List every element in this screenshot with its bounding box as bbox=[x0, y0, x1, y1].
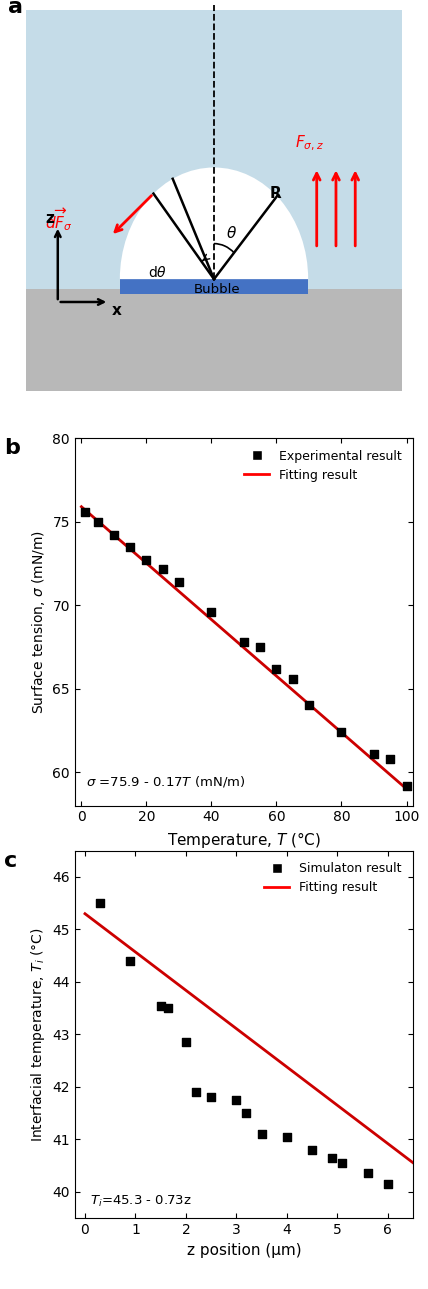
Point bbox=[241, 632, 247, 652]
Point bbox=[175, 571, 182, 592]
Text: $d\overrightarrow{F}_{\sigma}$: $d\overrightarrow{F}_{\sigma}$ bbox=[45, 206, 72, 233]
Point bbox=[97, 893, 104, 914]
Point bbox=[306, 695, 312, 715]
Text: Bubble: Bubble bbox=[194, 284, 241, 296]
Point bbox=[127, 536, 134, 557]
Point bbox=[143, 550, 150, 571]
Point bbox=[193, 1081, 199, 1102]
Point bbox=[208, 602, 215, 623]
Point bbox=[329, 1147, 336, 1168]
Point bbox=[159, 558, 166, 579]
Point bbox=[208, 1087, 214, 1107]
Y-axis label: Interfacial temperature, $T_i$ (°C): Interfacial temperature, $T_i$ (°C) bbox=[29, 927, 47, 1142]
Point bbox=[127, 950, 134, 971]
Point bbox=[233, 1089, 240, 1110]
Text: c: c bbox=[4, 851, 18, 871]
Bar bbox=[120, 275, 308, 294]
Point bbox=[283, 1127, 290, 1147]
Wedge shape bbox=[120, 168, 308, 280]
Point bbox=[387, 749, 394, 770]
Point bbox=[273, 659, 280, 679]
Text: z: z bbox=[46, 211, 55, 227]
Point bbox=[371, 744, 377, 764]
Text: $\theta$: $\theta$ bbox=[226, 224, 237, 241]
Point bbox=[257, 637, 264, 657]
Point bbox=[364, 1163, 371, 1183]
Text: $F_{\sigma,z}$: $F_{\sigma,z}$ bbox=[295, 134, 324, 153]
Point bbox=[338, 722, 345, 742]
Text: $T_i$=45.3 - 0.73z: $T_i$=45.3 - 0.73z bbox=[90, 1194, 192, 1209]
X-axis label: Temperature, $T$ (°C): Temperature, $T$ (°C) bbox=[167, 830, 321, 849]
Point bbox=[384, 1174, 391, 1195]
Point bbox=[243, 1103, 250, 1124]
Text: $\sigma$ =75.9 - 0.17$T$ (mN/m): $\sigma$ =75.9 - 0.17$T$ (mN/m) bbox=[86, 775, 246, 789]
Point bbox=[309, 1139, 315, 1160]
Point bbox=[94, 512, 101, 532]
Point bbox=[157, 995, 164, 1016]
Point bbox=[289, 669, 296, 690]
Text: d$\theta$: d$\theta$ bbox=[148, 264, 166, 280]
Text: x: x bbox=[111, 303, 121, 317]
Point bbox=[182, 1032, 189, 1053]
X-axis label: z position (μm): z position (μm) bbox=[187, 1243, 301, 1258]
Legend: Simulaton result, Fitting result: Simulaton result, Fitting result bbox=[259, 857, 407, 900]
Text: a: a bbox=[8, 0, 23, 17]
Point bbox=[110, 525, 117, 545]
Point bbox=[258, 1124, 265, 1145]
Point bbox=[165, 998, 172, 1018]
Bar bbox=[26, 10, 402, 289]
Point bbox=[403, 775, 410, 795]
Text: R: R bbox=[270, 187, 282, 201]
Bar bbox=[26, 289, 402, 391]
Y-axis label: Surface tension, $\sigma$ (mN/m): Surface tension, $\sigma$ (mN/m) bbox=[30, 530, 47, 714]
Point bbox=[81, 501, 88, 522]
Point bbox=[339, 1152, 346, 1173]
Legend: Experimental result, Fitting result: Experimental result, Fitting result bbox=[239, 445, 407, 487]
Text: b: b bbox=[4, 438, 20, 459]
